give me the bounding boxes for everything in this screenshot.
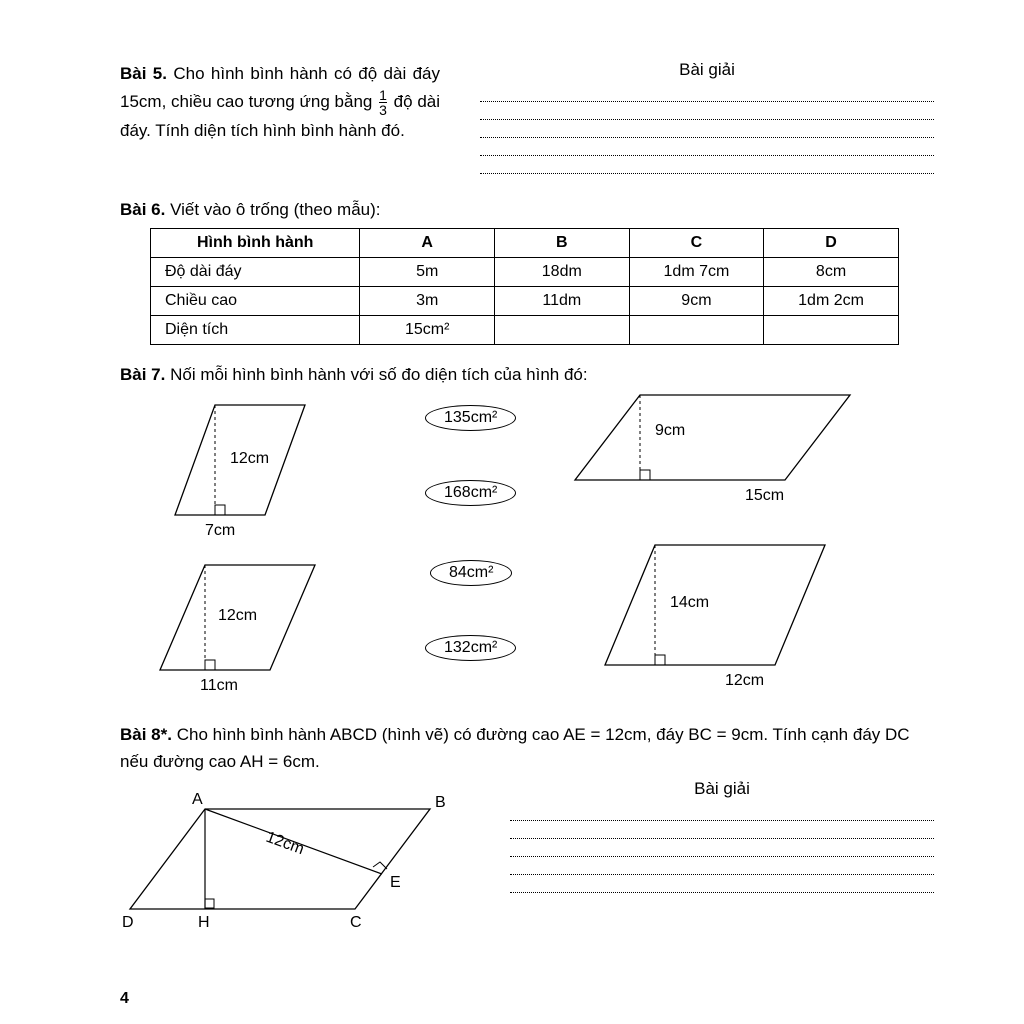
- fraction-1-3: 13: [379, 88, 387, 117]
- ex8-diagram: A B C D H E 12cm: [120, 779, 480, 954]
- table-row: Độ dài đáy 5m 18dm 1dm 7cm 8cm: [151, 258, 899, 287]
- svg-text:12cm: 12cm: [230, 450, 269, 467]
- ex6-table: Hình bình hành A B C D Độ dài đáy 5m 18d…: [150, 228, 899, 345]
- ex8-answer-title: Bài giải: [510, 779, 934, 799]
- ex5-question: Bài 5. Cho hình bình hành có độ dài đáy …: [120, 60, 440, 176]
- ex6-label: Bài 6.: [120, 200, 165, 219]
- label-H: H: [198, 914, 210, 931]
- svg-text:12cm: 12cm: [725, 672, 764, 689]
- answer-line[interactable]: [480, 104, 934, 120]
- ex5-answer-area: Bài giải: [480, 60, 934, 176]
- ex6-rest: Viết vào ô trống (theo mẫu):: [165, 200, 380, 219]
- answer-line[interactable]: [480, 158, 934, 174]
- parallelogram-15x9[interactable]: 9cm 15cm: [570, 385, 860, 520]
- label-A: A: [192, 791, 203, 808]
- svg-text:11cm: 11cm: [200, 677, 238, 694]
- ex7-label: Bài 7.: [120, 365, 165, 384]
- label-B: B: [435, 794, 446, 811]
- area-oval-132[interactable]: 132cm²: [425, 635, 516, 661]
- col-b: B: [495, 229, 630, 258]
- svg-text:14cm: 14cm: [670, 594, 709, 611]
- area-oval-135[interactable]: 135cm²: [425, 405, 516, 431]
- answer-line[interactable]: [510, 805, 934, 821]
- parallelogram-11x12[interactable]: 12cm 11cm: [155, 555, 335, 710]
- exercise-6: Bài 6. Viết vào ô trống (theo mẫu): Hình…: [120, 200, 934, 345]
- answer-line[interactable]: [510, 877, 934, 893]
- parallelogram-7x12[interactable]: 12cm 7cm: [170, 395, 330, 550]
- exercise-8: Bài 8*. Cho hình bình hành ABCD (hình vẽ…: [120, 721, 934, 954]
- answer-line[interactable]: [510, 823, 934, 839]
- ex7-title: Bài 7. Nối mỗi hình bình hành với số đo …: [120, 365, 934, 385]
- ex6-title: Bài 6. Viết vào ô trống (theo mẫu):: [120, 200, 934, 220]
- exercise-5: Bài 5. Cho hình bình hành có độ dài đáy …: [120, 60, 934, 176]
- table-header-row: Hình bình hành A B C D: [151, 229, 899, 258]
- ex5-label: Bài 5.: [120, 64, 167, 83]
- answer-line[interactable]: [480, 140, 934, 156]
- answer-line[interactable]: [510, 841, 934, 857]
- ex5-answer-title: Bài giải: [480, 60, 934, 80]
- svg-text:7cm: 7cm: [205, 522, 235, 539]
- svg-text:15cm: 15cm: [745, 487, 784, 504]
- label-E: E: [390, 874, 401, 891]
- col-a: A: [360, 229, 495, 258]
- svg-text:12cm: 12cm: [218, 607, 257, 624]
- page-number: 4: [120, 990, 129, 1008]
- label-AE-12cm: 12cm: [264, 829, 307, 858]
- parallelogram-12x14[interactable]: 14cm 12cm: [600, 535, 850, 700]
- label-C: C: [350, 914, 362, 931]
- exercise-7: Bài 7. Nối mỗi hình bình hành với số đo …: [120, 365, 934, 705]
- area-oval-84[interactable]: 84cm²: [430, 560, 512, 586]
- ex8-label: Bài 8*.: [120, 725, 172, 744]
- table-row: Chiều cao 3m 11dm 9cm 1dm 2cm: [151, 287, 899, 316]
- label-D: D: [122, 914, 134, 931]
- table-row: Diện tích 15cm²: [151, 316, 899, 345]
- area-oval-168[interactable]: 168cm²: [425, 480, 516, 506]
- col-hinh: Hình bình hành: [151, 229, 360, 258]
- ex8-answer-area: Bài giải: [510, 779, 934, 954]
- answer-line[interactable]: [510, 859, 934, 875]
- ex7-matching-area[interactable]: 12cm 7cm 12cm 11cm 135cm² 168cm² 84cm² 1…: [140, 385, 934, 705]
- ex8-text: Cho hình bình hành ABCD (hình vẽ) có đườ…: [120, 725, 910, 771]
- ex7-rest: Nối mỗi hình bình hành với số đo diện tí…: [165, 365, 587, 384]
- svg-text:9cm: 9cm: [655, 422, 685, 439]
- answer-line[interactable]: [480, 122, 934, 138]
- col-d: D: [764, 229, 899, 258]
- ex8-title: Bài 8*. Cho hình bình hành ABCD (hình vẽ…: [120, 721, 934, 775]
- col-c: C: [629, 229, 764, 258]
- answer-line[interactable]: [480, 86, 934, 102]
